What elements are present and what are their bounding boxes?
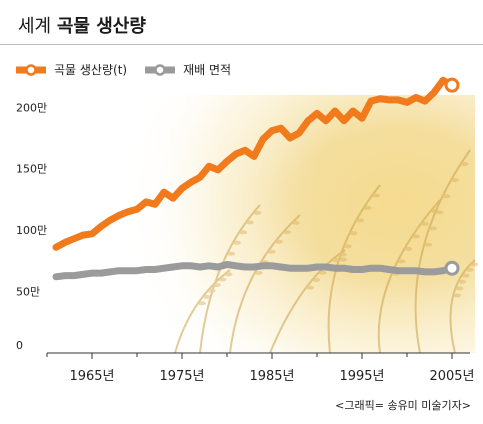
chart-title: 세계 곡물 생산량 <box>18 12 146 38</box>
rice-grain <box>363 205 372 210</box>
x-tick-label: 1985년 <box>249 369 294 384</box>
rice-grain <box>470 262 479 267</box>
rice-stalk <box>269 249 346 354</box>
rice-grain <box>197 301 206 306</box>
legend-swatch-production <box>16 63 46 76</box>
rice-grain <box>458 279 467 284</box>
rice-grain <box>207 288 216 293</box>
rice-grain <box>291 220 300 225</box>
rice-grain <box>397 259 406 264</box>
y-tick-label: 50만 <box>16 286 40 299</box>
rice-grain <box>460 162 469 167</box>
rice-grain <box>306 285 315 290</box>
rice-grain <box>245 220 254 225</box>
rice-stalk <box>449 259 476 354</box>
rice-stalk <box>229 214 301 354</box>
rice-grain <box>338 252 347 257</box>
y-tick-label: 0 <box>16 339 23 352</box>
rice-grain <box>349 231 358 236</box>
y-tick-label: 150만 <box>16 163 47 176</box>
rice-grain <box>253 210 262 215</box>
series-line-production <box>52 76 456 251</box>
title-divider <box>0 44 483 45</box>
rice-grain <box>455 286 464 291</box>
legend: 곡물 생산량(t) 재배 면적 <box>16 61 249 78</box>
rice-grain <box>356 218 365 223</box>
legend-swatch-area <box>145 63 176 76</box>
rice-grain <box>312 277 321 282</box>
rice-grain <box>339 257 348 262</box>
y-tick-label: 100만 <box>16 224 47 237</box>
x-tick-label: 1995년 <box>339 369 384 384</box>
rice-grain <box>465 267 474 272</box>
rice-grain <box>239 230 248 235</box>
legend-item-production: 곡물 생산량(t) <box>16 61 127 78</box>
chart-title-prefix: 세계 <box>18 16 52 37</box>
rice-grain <box>461 273 470 278</box>
rice-grain <box>420 221 429 226</box>
rice-grain <box>412 234 421 239</box>
rice-grain <box>275 239 284 244</box>
rice-grain <box>404 246 413 251</box>
legend-label-area: 재배 면적 <box>183 63 232 77</box>
rice-grain <box>227 251 236 256</box>
rice-grain <box>202 294 211 299</box>
series-line-area <box>52 261 456 281</box>
legend-label-production: 곡물 생산량(t) <box>54 63 128 77</box>
rice-grain <box>218 277 227 282</box>
rice-grain <box>343 244 352 249</box>
rice-grain <box>371 193 380 198</box>
y-tick-label: 200만 <box>16 101 47 114</box>
graphic-credit: <그래픽= 송유미 미술기자> <box>335 399 471 412</box>
series-end-marker <box>444 260 460 276</box>
rice-grain <box>435 210 444 215</box>
rice-grain <box>331 257 340 262</box>
rice-grain <box>267 249 276 254</box>
rice-grain <box>442 194 451 199</box>
rice-grain <box>424 242 433 247</box>
rice-stalk <box>327 184 381 354</box>
rice-grain <box>212 283 221 288</box>
rice-stalk <box>414 149 471 354</box>
rice-grain <box>318 270 327 275</box>
rice-grain <box>453 293 462 298</box>
rice-stalk <box>377 199 441 354</box>
legend-item-area: 재배 면적 <box>145 61 231 78</box>
rice-stalk <box>174 269 231 354</box>
x-tick-label: 1975년 <box>159 369 204 384</box>
series-end-marker <box>444 77 460 93</box>
rice-grain <box>224 272 233 277</box>
rice-grain <box>232 240 241 245</box>
rice-grain <box>283 230 292 235</box>
x-tick-label: 1965년 <box>69 369 114 384</box>
chart-title-main: 곡물 생산량 <box>56 16 146 37</box>
x-tick-label: 2005년 <box>429 369 474 384</box>
rice-grain <box>451 178 460 183</box>
rice-grain <box>429 226 438 231</box>
rice-grain <box>254 270 263 275</box>
